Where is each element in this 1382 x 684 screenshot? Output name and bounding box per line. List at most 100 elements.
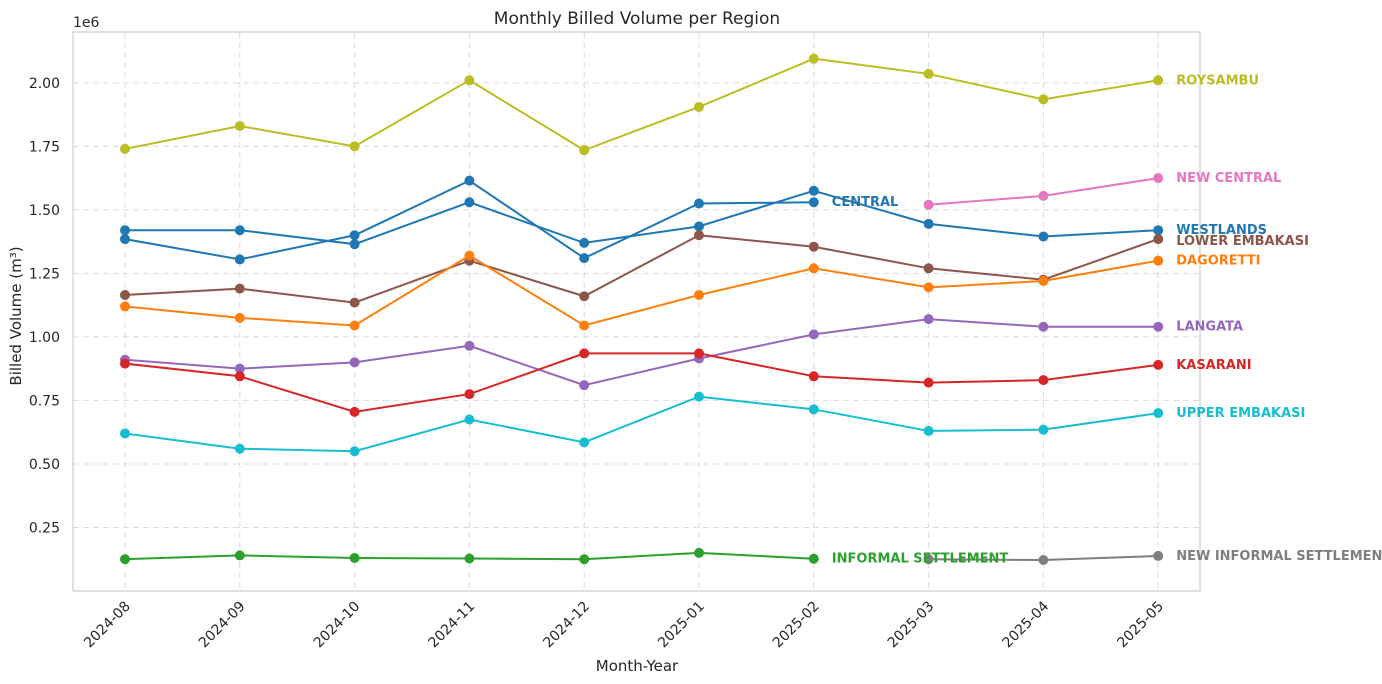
series-new-central xyxy=(923,173,1164,210)
data-point xyxy=(923,554,934,565)
data-point xyxy=(808,263,819,274)
series-new-informal-settlement xyxy=(923,550,1164,566)
series-label-dagoretti: DAGORETTI xyxy=(1176,254,1260,269)
data-point xyxy=(579,380,590,391)
data-point xyxy=(1038,555,1049,566)
grid xyxy=(73,32,1200,591)
data-point xyxy=(923,263,934,274)
series-labels: ROYSAMBU NEW CENTRAL CENTRAL WESTLANDSLOWER… xyxy=(832,73,1382,566)
data-point xyxy=(464,340,475,351)
data-point xyxy=(694,198,704,209)
series-label-westlands: WESTLANDS xyxy=(1176,223,1267,238)
data-point xyxy=(120,289,130,300)
data-point xyxy=(923,314,934,325)
data-point xyxy=(808,53,819,64)
data-point xyxy=(694,101,704,112)
data-point xyxy=(1153,173,1164,184)
data-point xyxy=(1038,424,1049,435)
series-kasarani xyxy=(120,348,1164,417)
data-point xyxy=(579,291,590,302)
data-point xyxy=(694,230,704,241)
series-label-lower-embakasi: LOWER EMBAKASI xyxy=(1176,234,1309,249)
plot-frame xyxy=(72,31,1201,592)
data-point xyxy=(464,553,475,564)
data-point xyxy=(464,75,475,86)
y-tick-label: 0.50 xyxy=(29,457,60,473)
data-point xyxy=(579,554,590,565)
series-line xyxy=(124,352,1159,413)
data-point xyxy=(808,329,819,340)
data-point xyxy=(234,283,245,294)
data-point xyxy=(579,253,590,264)
data-point xyxy=(464,175,475,186)
data-point xyxy=(579,437,590,448)
data-point xyxy=(349,357,360,368)
data-point xyxy=(234,254,245,265)
data-point xyxy=(1038,276,1049,287)
data-point xyxy=(694,289,704,300)
series-central xyxy=(120,175,819,265)
series-line xyxy=(124,395,1159,453)
data-point xyxy=(1038,190,1049,201)
data-point xyxy=(923,199,934,210)
data-point xyxy=(120,428,130,439)
y-offset-label: 1e6 xyxy=(73,15,100,31)
series-label-informal-settlement: INFORMAL SETTLEMENT xyxy=(832,552,1009,567)
data-point xyxy=(464,250,475,261)
data-point xyxy=(349,230,360,241)
y-axis-ticks: 0.25 0.50 0.75 1.00 1.25 1.50 1.75 2.00 xyxy=(29,76,60,537)
data-point xyxy=(120,143,130,154)
data-point xyxy=(808,241,819,252)
data-point xyxy=(923,218,934,229)
series-layer xyxy=(120,53,1164,566)
series-label-central: CENTRAL xyxy=(832,195,899,210)
data-point xyxy=(234,550,245,561)
data-point xyxy=(234,121,245,132)
series-line xyxy=(124,254,1159,327)
series-upper-embakasi xyxy=(120,391,1164,457)
series-line xyxy=(124,318,1159,387)
data-point xyxy=(349,239,360,250)
series-label-roysambu: ROYSAMBU xyxy=(1176,73,1259,88)
y-tick-label: 1.75 xyxy=(29,139,60,155)
data-point xyxy=(808,553,819,564)
data-point xyxy=(1038,94,1049,105)
y-tick-label: 1.25 xyxy=(29,266,60,282)
data-point xyxy=(808,404,819,415)
series-label-new-informal-settlement: NEW INFORMAL SETTLEMENT xyxy=(1176,549,1382,564)
data-point xyxy=(349,320,360,331)
data-point xyxy=(464,414,475,425)
series-line xyxy=(124,57,1159,152)
y-axis-title: Billed Volume (m³) xyxy=(7,246,25,385)
y-tick-label: 1.50 xyxy=(29,203,60,219)
data-point xyxy=(923,68,934,79)
data-point xyxy=(694,221,704,232)
data-point xyxy=(1153,408,1164,419)
data-point xyxy=(694,348,704,359)
series-label-new-central: NEW CENTRAL xyxy=(1176,171,1281,186)
data-point xyxy=(120,225,130,236)
data-point xyxy=(1153,359,1164,370)
data-point xyxy=(120,358,130,369)
x-axis-title: Month-Year xyxy=(596,657,679,675)
data-point xyxy=(579,348,590,359)
data-point xyxy=(1038,231,1049,242)
data-point xyxy=(234,225,245,236)
data-point xyxy=(120,301,130,312)
data-point xyxy=(1153,234,1164,245)
series-label-langata: LANGATA xyxy=(1176,320,1243,335)
data-point xyxy=(923,425,934,436)
data-point xyxy=(349,552,360,563)
data-point xyxy=(1038,375,1049,386)
data-point xyxy=(234,363,245,374)
series-label-upper-embakasi: UPPER EMBAKASI xyxy=(1176,406,1305,421)
data-point xyxy=(349,297,360,308)
data-point xyxy=(234,371,245,382)
data-point xyxy=(579,145,590,156)
data-point xyxy=(234,443,245,454)
y-tick-label: 0.75 xyxy=(29,393,60,409)
series-westlands xyxy=(120,185,1164,250)
data-point xyxy=(349,446,360,457)
